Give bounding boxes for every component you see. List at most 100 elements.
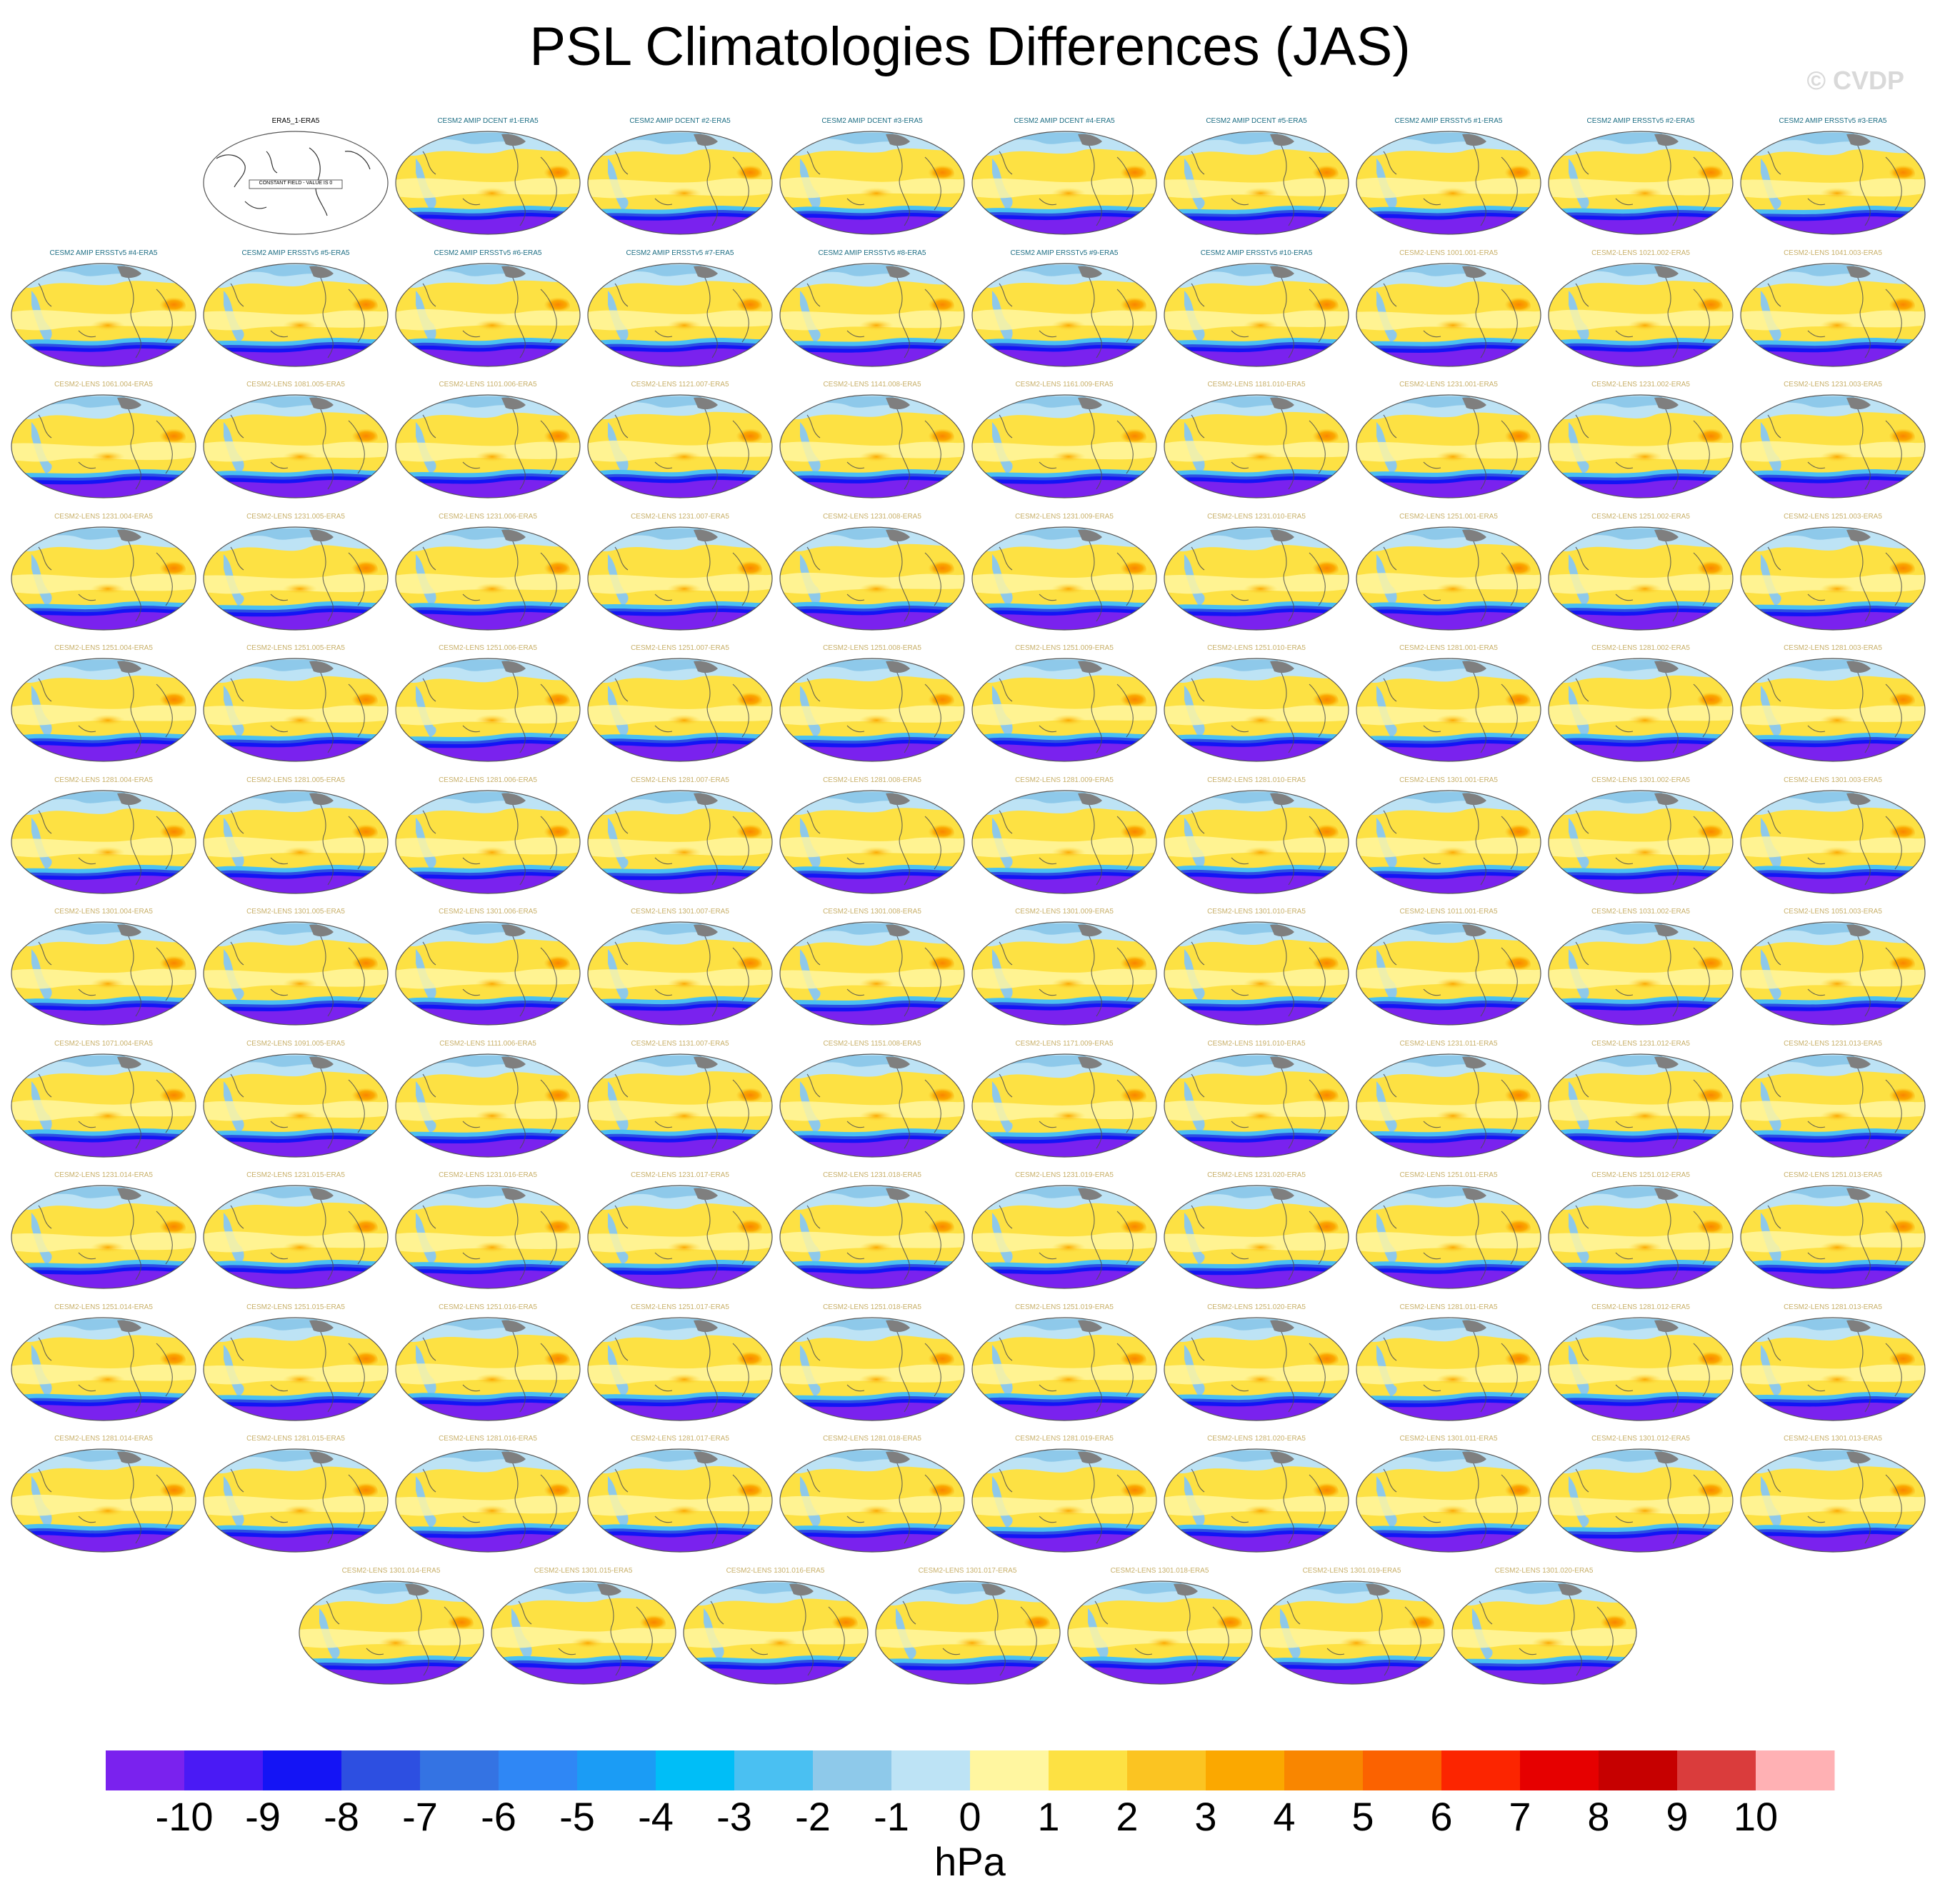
positive-anomaly-pacific	[72, 575, 141, 598]
map-plot	[971, 1316, 1157, 1421]
map-border	[11, 1185, 196, 1289]
positive-anomaly-atlantic	[1273, 1079, 1339, 1114]
map-panel: CESM2-LENS 1251.016-ERA5	[394, 1303, 581, 1422]
map-panel: CESM2-LENS 1301.002-ERA5	[1547, 776, 1734, 895]
masked-topography	[1654, 1188, 1679, 1201]
map-plot	[587, 1053, 773, 1158]
masked-topography	[1316, 1453, 1331, 1461]
map-panel: CESM2-LENS 1251.012-ERA5	[1547, 1171, 1734, 1290]
map-plot	[1548, 131, 1734, 235]
masked-topography	[1846, 1188, 1871, 1201]
panel-title: CESM2 AMIP ERSSTv5 #1-ERA5	[1394, 117, 1503, 125]
masked-topography	[1846, 661, 1871, 673]
masked-topography	[547, 1453, 563, 1461]
map-panel: CESM2-LENS 1121.007-ERA5	[586, 381, 774, 499]
map-plot	[1740, 1316, 1926, 1421]
map-border	[779, 1448, 965, 1553]
positive-anomaly-atlantic	[120, 1475, 186, 1509]
map-plot	[203, 262, 389, 367]
positive-anomaly-atlantic	[312, 948, 378, 982]
panel-title: CESM2-LENS 1301.003-ERA5	[1784, 776, 1882, 784]
masked-topography	[1462, 661, 1486, 673]
masked-topography	[1846, 924, 1871, 937]
masked-topography	[739, 662, 755, 671]
map-plot	[971, 1053, 1157, 1158]
map-border	[203, 526, 389, 631]
masked-topography	[1124, 399, 1139, 407]
masked-topography	[1078, 792, 1102, 805]
positive-anomaly-pacific	[1225, 707, 1294, 730]
positive-anomaly-pacific	[1801, 444, 1870, 466]
masked-topography	[1700, 135, 1716, 144]
panel-title: CESM2-LENS 1051.003-ERA5	[1784, 908, 1882, 916]
map-panel: CESM2-LENS 1301.017-ERA5	[874, 1567, 1061, 1685]
map-panel: CESM2-LENS 1231.006-ERA5	[394, 513, 581, 631]
masked-topography	[886, 265, 910, 278]
positive-anomaly-atlantic	[312, 1211, 378, 1246]
map-border	[1548, 1185, 1734, 1289]
positive-anomaly-atlantic	[1081, 684, 1146, 718]
map-border	[1356, 1185, 1541, 1289]
masked-topography	[1078, 924, 1102, 937]
positive-anomaly-atlantic	[504, 1079, 570, 1114]
positive-anomaly-pacific	[456, 180, 525, 203]
panel-title: CESM2-LENS 1281.015-ERA5	[246, 1435, 345, 1443]
map-border	[395, 526, 581, 631]
positive-anomaly-atlantic	[889, 289, 954, 324]
map-panel: CESM2-LENS 1051.003-ERA5	[1739, 908, 1926, 1026]
masked-topography	[1700, 530, 1716, 539]
masked-topography	[309, 528, 334, 541]
masked-topography	[1892, 530, 1908, 539]
map-panel: CESM2-LENS 1251.014-ERA5	[10, 1303, 197, 1422]
map-panel: CESM2-LENS 1281.001-ERA5	[1355, 644, 1542, 763]
map-plot	[1356, 921, 1541, 1026]
positive-anomaly-atlantic	[1176, 1606, 1242, 1641]
positive-anomaly-pacific	[72, 444, 141, 466]
positive-anomaly-atlantic	[889, 684, 954, 718]
panel-title: CESM2-LENS 1231.009-ERA5	[1015, 512, 1114, 521]
colorbar-tick-label: 4	[1273, 1794, 1295, 1839]
panel-title: CESM2-LENS 1301.006-ERA5	[439, 908, 537, 916]
map-plot	[11, 789, 196, 894]
masked-topography	[1270, 1056, 1294, 1068]
masked-topography	[1270, 397, 1294, 410]
positive-anomaly-pacific	[1801, 311, 1870, 335]
positive-anomaly-pacific	[1801, 971, 1870, 993]
masked-topography	[1700, 1057, 1716, 1066]
map-plot	[395, 1185, 581, 1289]
masked-topography	[1316, 1057, 1331, 1066]
panel-title: CESM2-LENS 1301.009-ERA5	[1015, 908, 1114, 916]
masked-topography	[694, 1188, 718, 1201]
masked-topography	[694, 661, 718, 673]
map-border	[11, 658, 196, 762]
masked-topography	[309, 1451, 334, 1464]
masked-topography	[1892, 399, 1908, 407]
positive-anomaly-atlantic	[504, 552, 570, 587]
panel-title: CESM2-LENS 1231.011-ERA5	[1399, 1039, 1498, 1048]
map-panel: CESM2-LENS 1251.005-ERA5	[202, 644, 389, 763]
positive-anomaly-pacific	[841, 1498, 909, 1520]
map-panel: CESM2-LENS 1281.018-ERA5	[779, 1435, 966, 1553]
panel-title: CESM2-LENS 1281.004-ERA5	[54, 776, 153, 784]
map-plot	[1356, 262, 1541, 367]
positive-anomaly-atlantic	[1849, 948, 1915, 982]
positive-anomaly-pacific	[1417, 444, 1486, 466]
map-plot	[1548, 394, 1734, 498]
masked-topography	[355, 530, 371, 539]
map-border	[1164, 526, 1349, 631]
panel-title: CESM2-LENS 1231.016-ERA5	[439, 1171, 537, 1179]
panel-title: CESM2-LENS 1281.019-ERA5	[1015, 1435, 1114, 1443]
map-panel: CESM2-LENS 1231.014-ERA5	[10, 1171, 197, 1290]
positive-anomaly-pacific	[264, 1234, 333, 1257]
positive-anomaly-pacific	[456, 707, 525, 730]
panel-title: CESM2-LENS 1171.009-ERA5	[1015, 1039, 1114, 1048]
map-panel: CESM2-LENS 1281.020-ERA5	[1163, 1435, 1350, 1553]
map-plot	[1740, 526, 1926, 631]
positive-anomaly-pacific	[264, 1498, 333, 1520]
panel-title: CESM2-LENS 1021.002-ERA5	[1591, 249, 1690, 257]
map-plot	[779, 921, 965, 1026]
positive-anomaly-atlantic	[1657, 157, 1723, 191]
panel-grid: ERA5_1-ERA5 CONSTANT FIELD - VALUE IS 0 CE…	[10, 117, 1926, 1685]
panel-title: CESM2-LENS 1301.019-ERA5	[1302, 1566, 1401, 1575]
positive-anomaly-pacific	[649, 180, 717, 203]
